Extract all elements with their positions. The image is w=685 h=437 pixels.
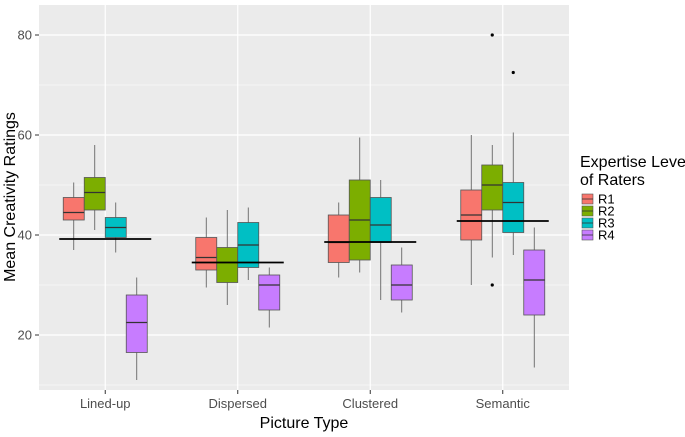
x-axis: Lined-up Dispersed Clustered Semantic xyxy=(80,390,530,411)
box-r2 xyxy=(83,177,106,211)
box-r1 xyxy=(327,214,350,263)
box-r4 xyxy=(390,264,413,301)
box-r1 xyxy=(195,237,218,271)
y-axis: 20 40 60 80 xyxy=(18,28,39,343)
box-r3 xyxy=(502,182,525,233)
legend-label-r3: R3 xyxy=(598,216,615,231)
legend-label-r2: R2 xyxy=(598,204,615,219)
box-r4 xyxy=(523,249,546,316)
x-axis-title: Picture Type xyxy=(260,415,349,432)
y-tick-label: 60 xyxy=(18,128,32,143)
y-axis-title: Mean Creativity Ratings xyxy=(2,112,19,282)
y-tick-label: 40 xyxy=(18,228,32,243)
x-tick-label: Semantic xyxy=(476,396,531,411)
legend-title-line1: Expertise Level xyxy=(580,154,685,171)
box-r4 xyxy=(125,294,148,353)
outlier-point xyxy=(511,70,515,75)
x-tick-label: Dispersed xyxy=(208,396,267,411)
box-r2 xyxy=(216,247,239,283)
legend-label-r1: R1 xyxy=(598,192,615,207)
y-tick-label: 80 xyxy=(18,28,32,43)
box-r1 xyxy=(62,197,85,221)
legend-title-line2: of Raters xyxy=(580,172,645,189)
box-r2 xyxy=(481,164,504,211)
y-tick-label: 20 xyxy=(18,328,32,343)
x-tick-label: Clustered xyxy=(342,396,398,411)
outlier-point xyxy=(490,283,494,287)
box-r3 xyxy=(369,197,392,243)
legend-label-r4: R4 xyxy=(598,228,615,243)
x-tick-label: Lined-up xyxy=(80,396,131,411)
group-mean-lines xyxy=(59,220,549,264)
box-r4 xyxy=(258,274,281,311)
outlier-point xyxy=(490,33,494,37)
